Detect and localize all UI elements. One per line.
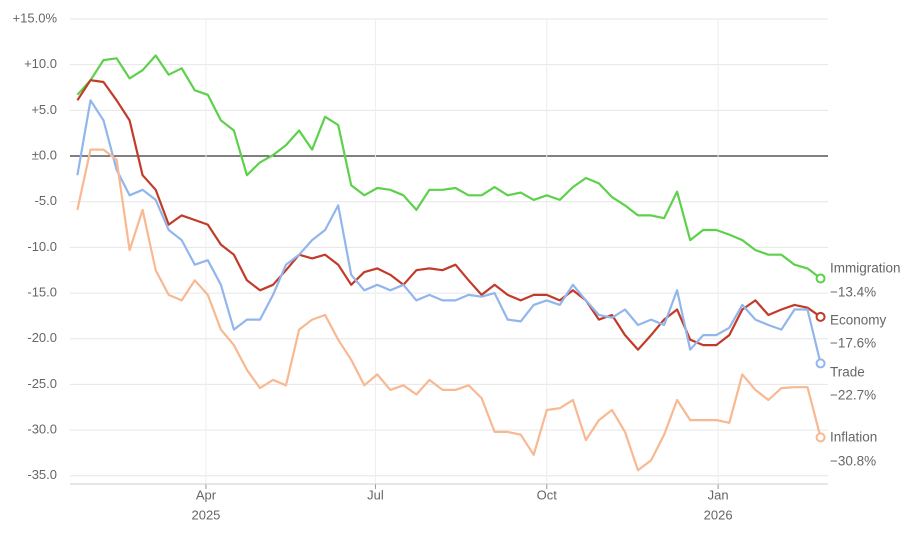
- end-value-label: −22.7%: [830, 388, 876, 403]
- y-tick-label: ±0.0: [32, 147, 57, 162]
- x-tick-label: Jul: [367, 487, 384, 502]
- legend-label: Economy: [830, 313, 887, 328]
- end-marker: [815, 432, 826, 443]
- end-value-label: −17.6%: [830, 336, 876, 351]
- y-tick-label: -30.0: [27, 422, 57, 437]
- x-tick-label: Jan: [708, 487, 729, 502]
- legend-label: Trade: [830, 365, 865, 380]
- y-tick-label: +10.0: [24, 56, 57, 71]
- y-tick-label: -15.0: [27, 285, 57, 300]
- y-tick-label: -20.0: [27, 330, 57, 345]
- series-line: [76, 54, 822, 280]
- end-marker: [815, 358, 826, 369]
- end-marker: [815, 311, 826, 322]
- x-tick-label: Apr: [196, 487, 217, 502]
- x-tick-year: 2026: [704, 507, 733, 522]
- end-marker: [815, 273, 826, 284]
- x-tick-year: 2025: [191, 507, 220, 522]
- series-line: [76, 99, 822, 364]
- end-value-label: −30.8%: [830, 454, 876, 469]
- end-value-label: −13.4%: [830, 285, 876, 300]
- y-tick-label: -5.0: [35, 193, 57, 208]
- y-tick-label: -10.0: [27, 239, 57, 254]
- y-tick-label: -35.0: [27, 467, 57, 482]
- x-tick-label: Oct: [537, 487, 558, 502]
- legend-label: Immigration: [830, 261, 901, 276]
- y-tick-label: +15.0%: [13, 10, 58, 25]
- series-line: [76, 148, 822, 472]
- series-line: [76, 79, 822, 351]
- y-tick-label: +5.0: [31, 102, 57, 117]
- y-tick-label: -25.0: [27, 376, 57, 391]
- legend-label: Inflation: [830, 430, 877, 445]
